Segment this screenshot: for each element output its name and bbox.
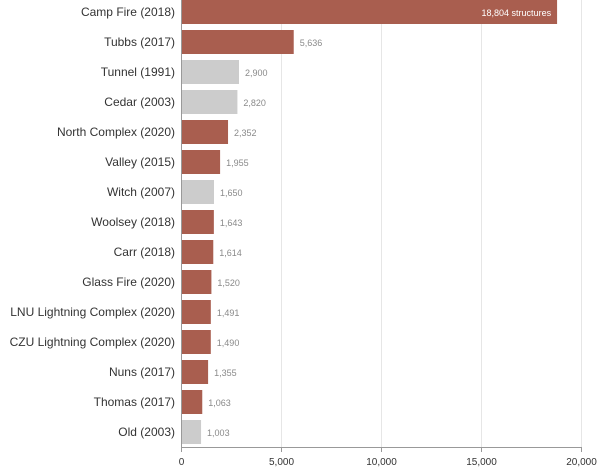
bar: [182, 330, 211, 354]
x-tick-label: 15,000: [466, 457, 497, 468]
category-label: Carr (2018): [114, 245, 175, 259]
bar: [182, 180, 214, 204]
data-label: 1,355: [214, 368, 237, 378]
labels: Camp Fire (2018) 18,804 structures Tubbs (…: [10, 5, 552, 439]
x-tick-label: 20,000: [566, 457, 597, 468]
bar: [182, 300, 211, 324]
category-label: Nuns (2017): [109, 365, 175, 379]
data-label: 1,520: [217, 278, 240, 288]
category-label: Woolsey (2018): [91, 215, 175, 229]
gridlines: [281, 0, 582, 447]
bar: [182, 240, 214, 264]
category-label: Cedar (2003): [104, 95, 175, 109]
data-label: 1,614: [219, 248, 242, 258]
category-label: Witch (2007): [107, 185, 175, 199]
x-tick-label: 0: [179, 457, 185, 468]
bar: [182, 90, 238, 114]
data-label: 1,643: [220, 218, 243, 228]
bar: [182, 360, 209, 384]
data-label: 1,003: [207, 428, 230, 438]
category-label: Tunnel (1991): [101, 65, 175, 79]
data-label: 1,490: [217, 338, 240, 348]
bars: [182, 0, 558, 444]
category-label: North Complex (2020): [57, 125, 175, 139]
data-label: 5,636: [300, 38, 323, 48]
x-tick-label: 5,000: [269, 457, 294, 468]
category-label: Old (2003): [118, 425, 175, 439]
bar: [182, 0, 558, 24]
bar: [182, 30, 294, 54]
bar: [182, 120, 229, 144]
category-label: CZU Lightning Complex (2020): [10, 335, 175, 349]
category-label: Tubbs (2017): [104, 35, 175, 49]
bar: [182, 390, 203, 414]
bar: [182, 60, 239, 84]
data-label: 1,491: [217, 308, 240, 318]
data-label: 2,820: [243, 98, 266, 108]
x-axis: 0 5,000 10,000 15,000 20,000: [179, 0, 597, 468]
data-label: 1,063: [208, 398, 231, 408]
category-label: LNU Lightning Complex (2020): [10, 305, 175, 319]
category-label: Camp Fire (2018): [81, 5, 175, 19]
data-label: 2,900: [245, 68, 268, 78]
bar: [182, 420, 202, 444]
category-label: Glass Fire (2020): [82, 275, 175, 289]
x-tick-label: 10,000: [366, 457, 397, 468]
bar: [182, 210, 214, 234]
category-label: Valley (2015): [105, 155, 175, 169]
data-label: 2,352: [234, 128, 257, 138]
category-label: Thomas (2017): [94, 395, 175, 409]
bar: [182, 270, 212, 294]
data-label: 1,650: [220, 188, 243, 198]
bar: [182, 150, 221, 174]
data-label: 18,804 structures: [482, 8, 552, 18]
data-label: 1,955: [226, 158, 249, 168]
